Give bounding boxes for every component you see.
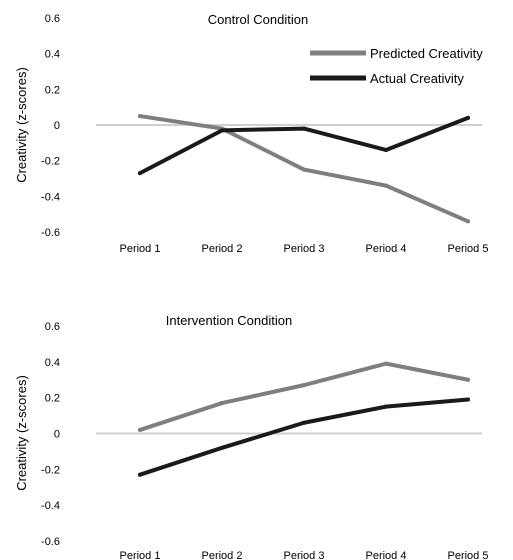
actual-creativity-line — [138, 115, 470, 176]
x-tick-label: Period 1 — [120, 243, 161, 255]
intervention-condition-chart: Intervention Condition Creativity (z-sco… — [14, 313, 488, 560]
data-point — [220, 401, 224, 406]
data-point — [302, 420, 306, 425]
y-tick-label: -0.4 — [41, 191, 60, 203]
legend: Predicted Creativity Actual Creativity — [310, 46, 483, 86]
control-condition-chart: Control Condition Creativity (z-scores) … — [14, 12, 488, 255]
data-point — [384, 361, 388, 366]
data-point — [302, 383, 306, 388]
data-point — [466, 377, 470, 382]
x-ticks: Period 1 Period 2 Period 3 Period 4 Period 5 — [120, 550, 489, 560]
x-tick-label: Period 3 — [284, 550, 325, 560]
legend-entry-actual: Actual Creativity — [310, 71, 464, 86]
data-point — [466, 219, 470, 224]
data-point — [384, 183, 388, 188]
x-tick-label: Period 5 — [448, 243, 489, 255]
x-tick-label: Period 4 — [366, 550, 407, 560]
y-tick-label: 0.2 — [45, 84, 60, 96]
x-tick-label: Period 1 — [120, 550, 161, 560]
x-tick-label: Period 4 — [366, 243, 407, 255]
y-tick-label: 0.4 — [45, 49, 60, 61]
y-ticks: 0.6 0.4 0.2 0 -0.2 -0.4 -0.6 — [41, 13, 60, 239]
data-point — [220, 128, 224, 133]
y-tick-label: 0.4 — [45, 357, 60, 369]
x-ticks: Period 1 Period 2 Period 3 Period 4 Period 5 — [120, 243, 489, 255]
x-tick-label: Period 3 — [284, 243, 325, 255]
x-tick-label: Period 5 — [448, 550, 489, 560]
y-tick-label: 0 — [54, 429, 60, 441]
y-axis-label: Creativity (z-scores) — [14, 375, 29, 491]
chart-title: Control Condition — [208, 12, 308, 27]
data-point — [384, 147, 388, 152]
data-point — [138, 171, 142, 176]
y-ticks: 0.6 0.4 0.2 0 -0.2 -0.4 -0.6 — [41, 321, 60, 548]
y-tick-label: -0.2 — [41, 464, 60, 476]
actual-creativity-line — [138, 397, 470, 477]
y-tick-label: 0 — [54, 120, 60, 132]
data-point — [138, 427, 142, 432]
data-point — [220, 445, 224, 450]
y-tick-label: 0.2 — [45, 393, 60, 405]
legend-entry-predicted: Predicted Creativity — [310, 46, 483, 61]
x-tick-label: Period 2 — [202, 550, 243, 560]
y-axis-label: Creativity (z-scores) — [14, 67, 29, 183]
y-tick-label: 0.6 — [45, 13, 60, 25]
y-tick-label: 0.6 — [45, 321, 60, 333]
data-point — [466, 115, 470, 120]
data-point — [138, 114, 142, 119]
y-tick-label: -0.6 — [41, 227, 60, 239]
legend-label-predicted: Predicted Creativity — [370, 46, 483, 61]
x-tick-label: Period 2 — [202, 243, 243, 255]
y-tick-label: -0.2 — [41, 156, 60, 168]
y-tick-label: -0.4 — [41, 500, 60, 512]
data-point — [384, 404, 388, 409]
predicted-creativity-line — [138, 361, 470, 432]
y-tick-label: -0.6 — [41, 536, 60, 548]
data-point — [138, 472, 142, 477]
legend-label-actual: Actual Creativity — [370, 71, 464, 86]
series-lines — [138, 114, 470, 224]
series-lines — [138, 361, 470, 477]
chart-title: Intervention Condition — [166, 313, 292, 328]
data-point — [302, 167, 306, 172]
data-point — [466, 397, 470, 402]
data-point — [302, 126, 306, 131]
